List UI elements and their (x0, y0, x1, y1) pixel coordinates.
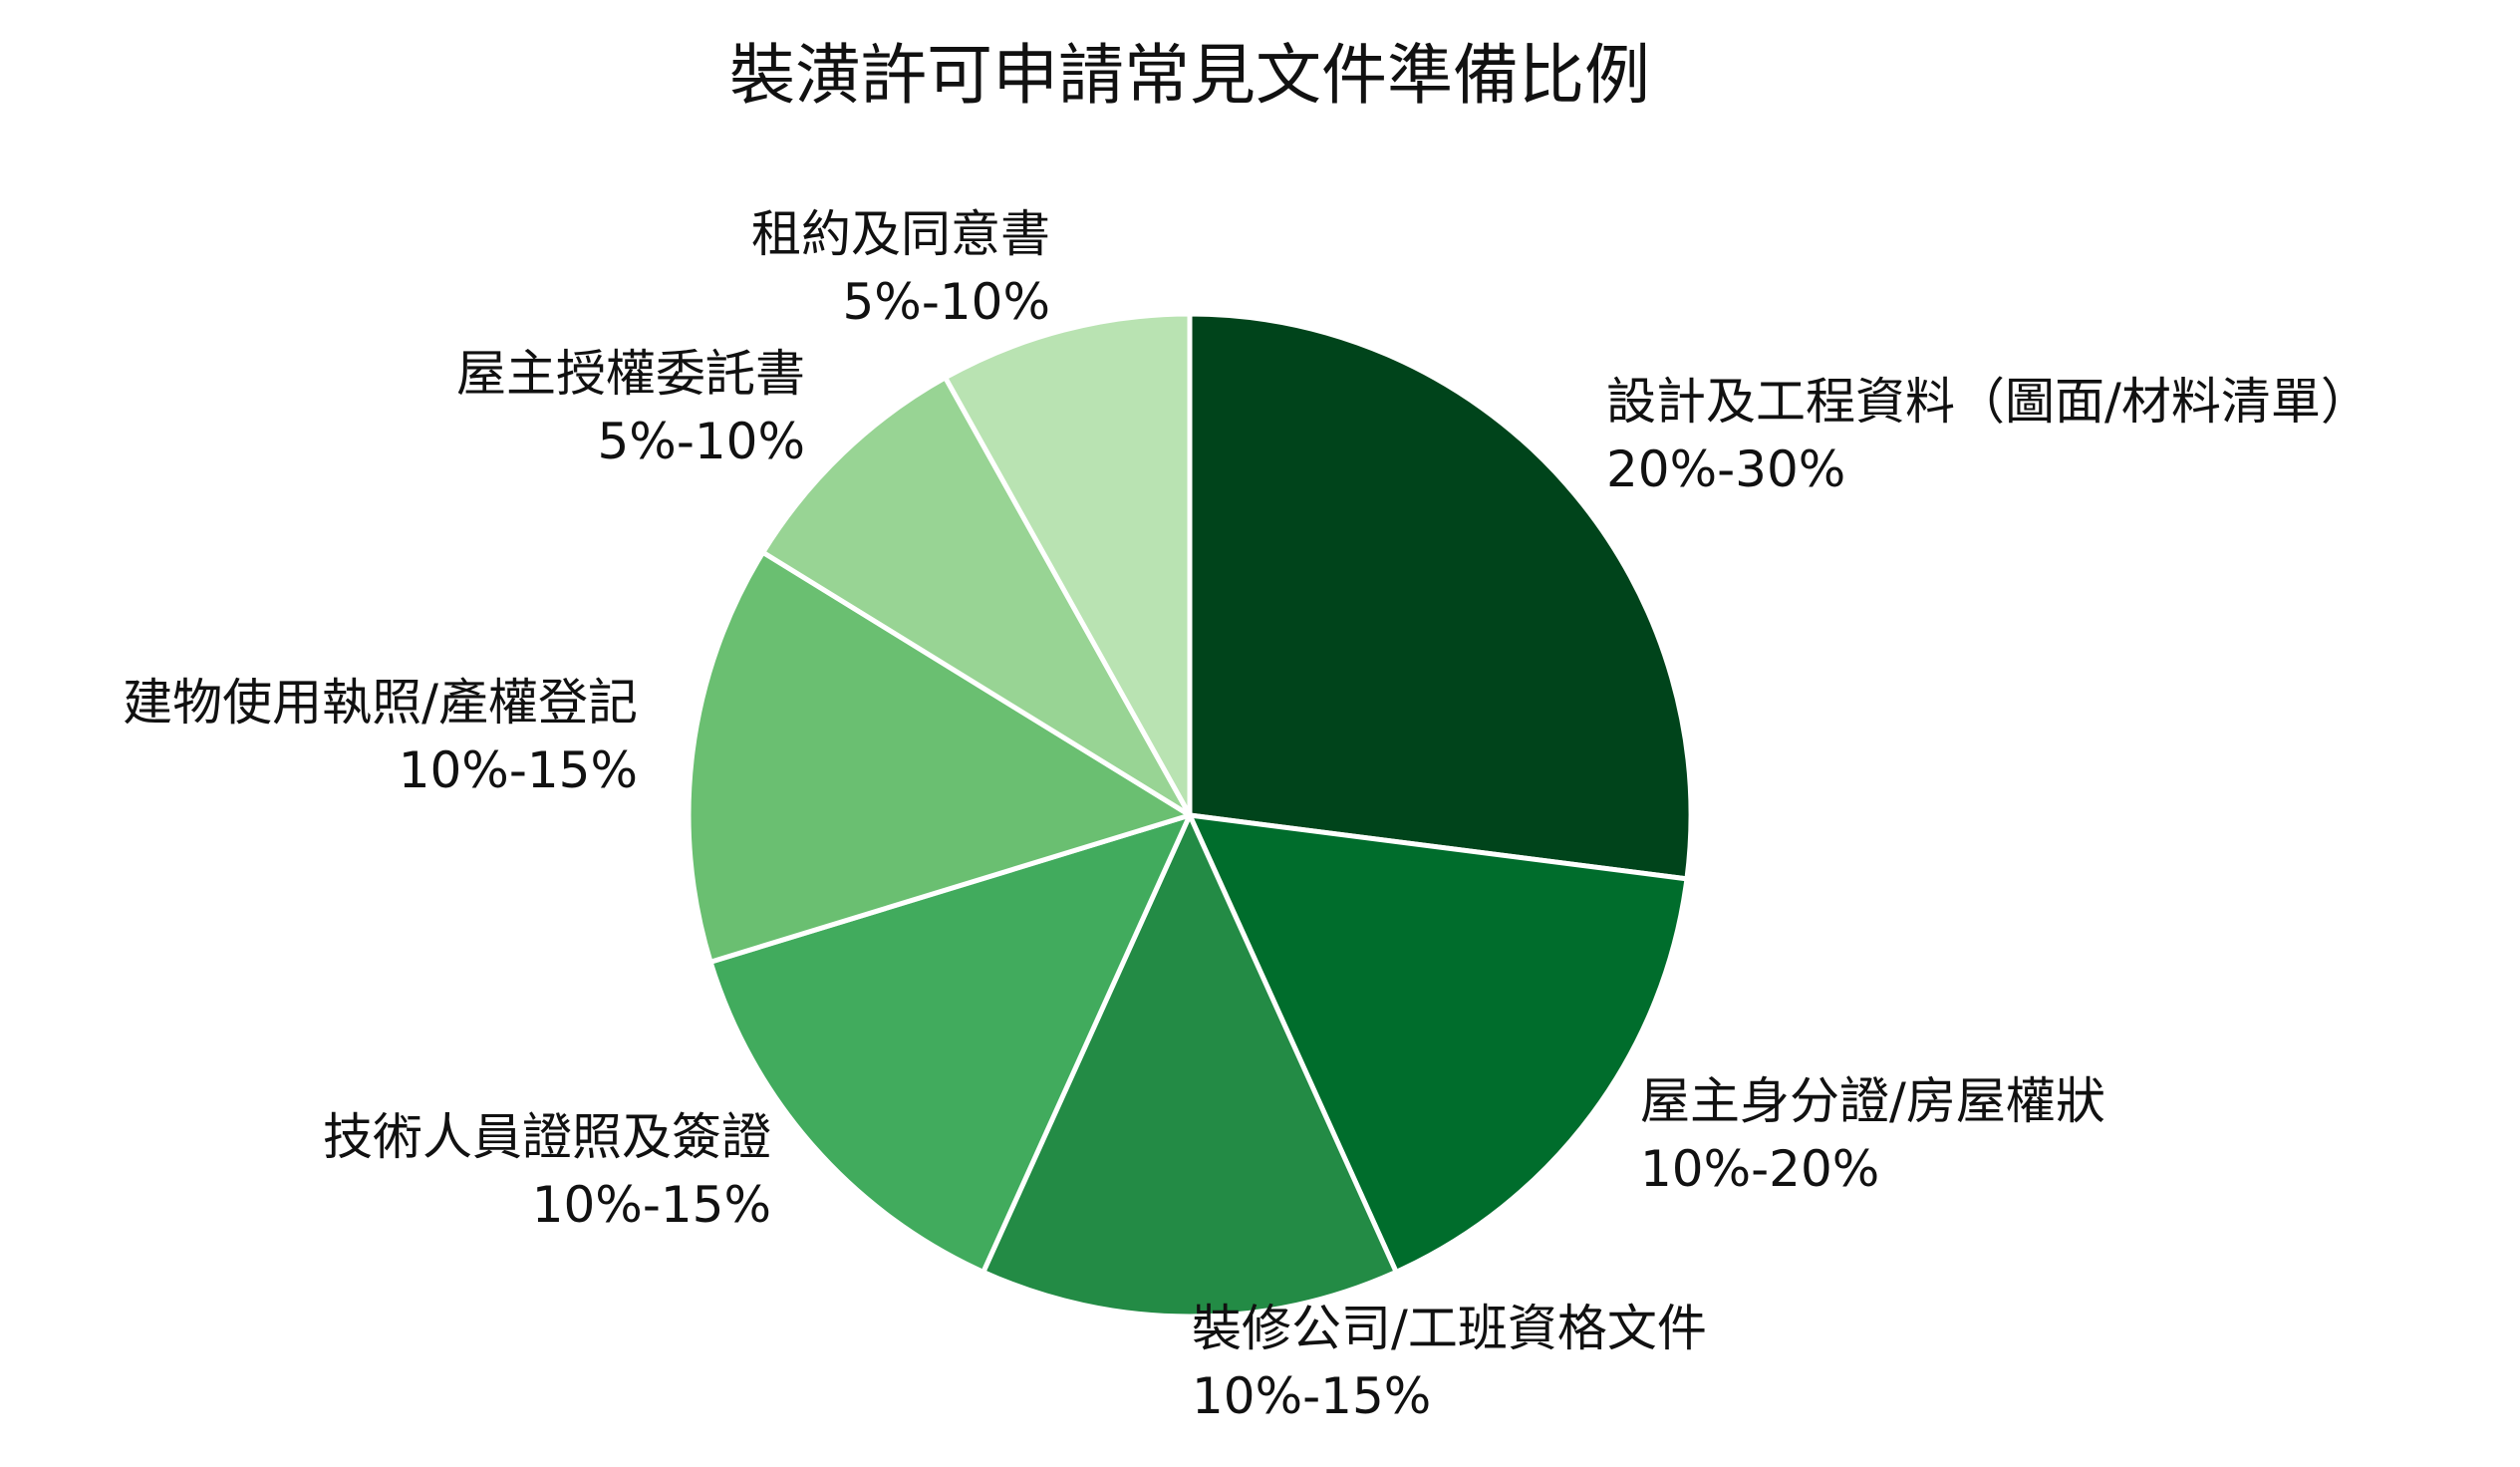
pie-slice (707, 812, 1193, 1275)
slice-range-label: 10%-15% (399, 741, 638, 799)
slice-range-label: 10%-15% (532, 1176, 771, 1234)
pie-slice (760, 375, 1193, 818)
pie-slice (1187, 311, 1694, 882)
slice-label: 屋主授權委託書 (456, 345, 805, 403)
pie-slice (686, 549, 1193, 965)
slice-range-label: 5%-10% (843, 273, 1051, 331)
pie-slice (1187, 812, 1690, 1275)
slice-label: 設計及工程資料（圖面/材料清單） (1606, 373, 2371, 431)
chart-title: 裝潢許可申請常見文件準備比例 (729, 37, 1650, 114)
slice-range-label: 10%-15% (1192, 1367, 1431, 1425)
slice-range-label: 5%-10% (598, 413, 806, 470)
pie-slice (943, 311, 1193, 818)
slice-range-label: 20%-30% (1606, 440, 1845, 498)
slice-label: 裝修公司/工班資格文件 (1192, 1300, 1707, 1357)
pie-slices (686, 311, 1694, 1320)
slice-label: 技術人員證照及簽證 (323, 1108, 771, 1166)
pie-labels: 設計及工程資料（圖面/材料清單） 20%-30% 屋主身分證/房屋權狀 10%-20%… (123, 205, 2371, 1425)
slice-label: 建物使用執照/產權登記 (123, 674, 638, 732)
slice-label: 屋主身分證/房屋權狀 (1640, 1072, 2105, 1130)
pie-slice (980, 812, 1399, 1320)
slice-label: 租約及同意書 (751, 205, 1050, 263)
slice-range-label: 10%-20% (1640, 1140, 1879, 1198)
